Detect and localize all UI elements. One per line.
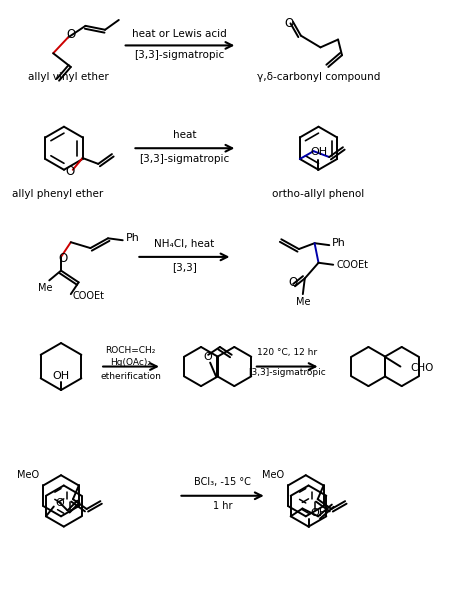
Text: MeO: MeO [18,470,39,480]
Text: CHO: CHO [410,364,434,374]
Text: allyl phenyl ether: allyl phenyl ether [12,189,104,199]
Text: allyl vinyl ether: allyl vinyl ether [27,72,108,82]
Text: OH: OH [310,147,327,157]
Text: OH: OH [310,508,328,518]
Text: OH: OH [53,371,70,381]
Text: BCl₃, -15 °C: BCl₃, -15 °C [194,477,251,487]
Text: [3,3]: [3,3] [172,261,197,272]
Text: Me: Me [296,297,310,307]
Text: 1 hr: 1 hr [213,500,232,510]
Text: O: O [284,17,294,30]
Text: heat: heat [173,131,196,140]
Text: Ph: Ph [126,233,139,244]
Text: O: O [58,253,68,265]
Text: γ,δ-carbonyl compound: γ,δ-carbonyl compound [257,72,380,82]
Text: Me: Me [38,283,53,293]
Text: [3,3]-sigmatropic: [3,3]-sigmatropic [139,154,229,164]
Text: O: O [204,352,212,362]
Text: COOEt: COOEt [336,260,368,270]
Text: [3,3]-sigmatropic: [3,3]-sigmatropic [248,368,326,377]
Text: 120 °C, 12 hr: 120 °C, 12 hr [257,348,317,358]
Text: NH₄Cl, heat: NH₄Cl, heat [154,239,215,249]
Text: O: O [56,498,64,507]
Text: ROCH=CH₂: ROCH=CH₂ [105,346,156,355]
Text: Hg(OAc)₂: Hg(OAc)₂ [110,358,151,367]
Text: O: O [66,28,75,41]
Text: Ph: Ph [332,238,346,248]
Text: etherification: etherification [100,372,161,381]
Text: [3,3]-sigmatropic: [3,3]-sigmatropic [134,50,225,60]
Text: ortho-allyl phenol: ortho-allyl phenol [273,189,365,199]
Text: O: O [288,276,298,289]
Text: heat or Lewis acid: heat or Lewis acid [132,29,227,39]
Text: O: O [65,165,74,179]
Text: COOEt: COOEt [73,291,105,301]
Text: MeO: MeO [262,470,284,480]
